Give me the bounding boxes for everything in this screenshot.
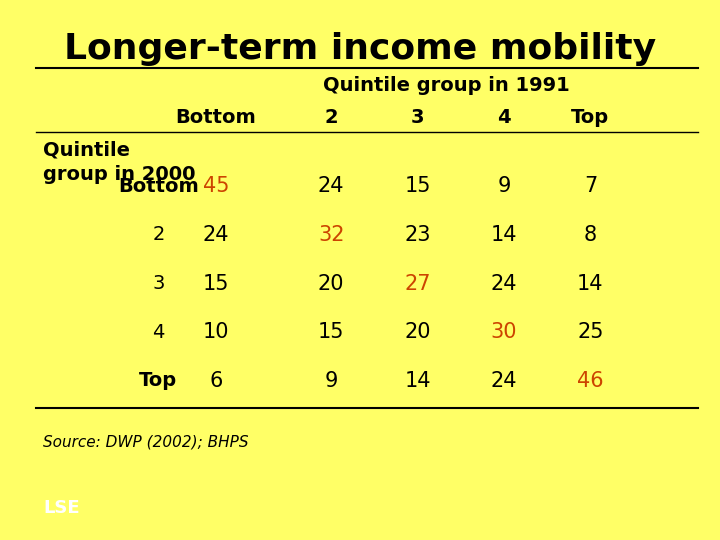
Text: Quintile group in 1991: Quintile group in 1991: [323, 76, 570, 94]
Text: 24: 24: [318, 176, 344, 197]
Text: 2: 2: [325, 108, 338, 127]
Text: 27: 27: [405, 273, 431, 294]
Text: Bottom: Bottom: [176, 108, 256, 127]
Text: 25: 25: [577, 322, 603, 342]
Text: 3: 3: [152, 274, 165, 293]
Text: 15: 15: [318, 322, 344, 342]
Text: 32: 32: [318, 225, 344, 245]
Text: 24: 24: [491, 370, 517, 391]
Text: 45: 45: [203, 176, 229, 197]
Text: 30: 30: [491, 322, 517, 342]
Text: Bottom: Bottom: [118, 177, 199, 196]
Text: 2: 2: [152, 225, 165, 245]
Text: 15: 15: [405, 176, 431, 197]
Text: 9: 9: [498, 176, 510, 197]
Text: 46: 46: [577, 370, 603, 391]
Text: 6: 6: [210, 370, 222, 391]
Text: 24: 24: [203, 225, 229, 245]
Text: 15: 15: [203, 273, 229, 294]
Text: 23: 23: [405, 225, 431, 245]
Text: 10: 10: [203, 322, 229, 342]
Text: 20: 20: [318, 273, 344, 294]
Text: Source: DWP (2002); BHPS: Source: DWP (2002); BHPS: [43, 435, 248, 450]
Text: 7: 7: [584, 176, 597, 197]
Text: 14: 14: [577, 273, 603, 294]
Text: Quintile
group in 2000: Quintile group in 2000: [43, 140, 196, 184]
Text: 4: 4: [498, 108, 510, 127]
Text: Top: Top: [572, 108, 609, 127]
Text: 24: 24: [491, 273, 517, 294]
Text: 9: 9: [325, 370, 338, 391]
Text: Top: Top: [140, 371, 177, 390]
Text: 20: 20: [405, 322, 431, 342]
Text: 14: 14: [491, 225, 517, 245]
Text: 14: 14: [405, 370, 431, 391]
Text: Longer-term income mobility: Longer-term income mobility: [64, 32, 656, 66]
Text: 4: 4: [152, 322, 165, 342]
Text: 8: 8: [584, 225, 597, 245]
Text: 3: 3: [411, 108, 424, 127]
Text: LSE: LSE: [43, 498, 79, 517]
